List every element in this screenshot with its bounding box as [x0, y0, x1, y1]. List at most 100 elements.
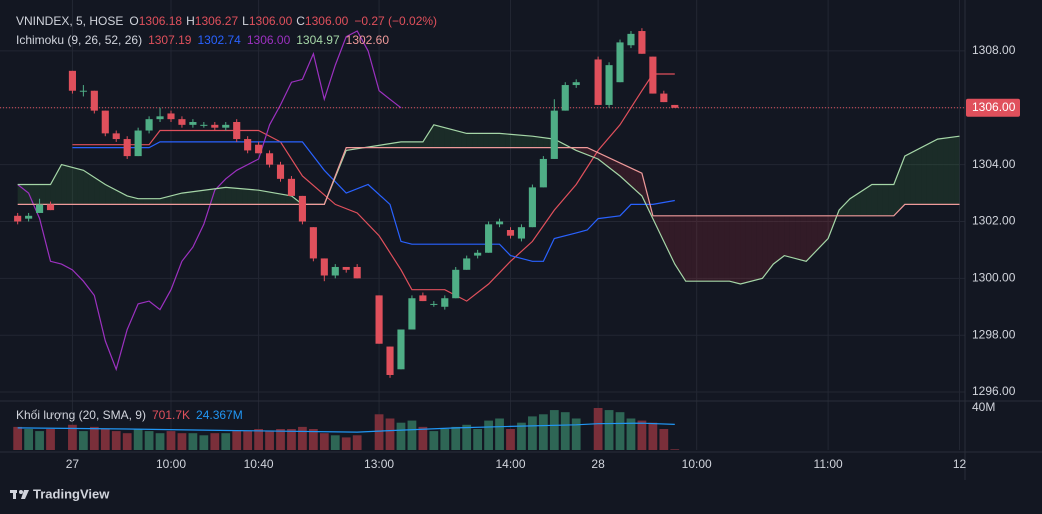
cloud-fill — [422, 133, 429, 148]
cloud-fill — [740, 215, 746, 285]
cloud-fill — [636, 170, 642, 196]
cloud-fill — [926, 141, 933, 205]
volume-bar — [13, 426, 23, 450]
volume-bar — [78, 431, 88, 450]
indicator-line — [72, 141, 675, 262]
symbol-legend: VNINDEX, 5, HOSE O1306.18 H1306.27 L1306.00… — [16, 14, 437, 28]
cloud-fill — [428, 124, 434, 148]
candle-body — [441, 298, 449, 307]
indicator-legend: Ichimoku (9, 26, 52, 26) 1307.19 1302.74 13… — [16, 33, 389, 47]
cloud-fill — [691, 215, 697, 282]
volume-bar — [659, 428, 669, 450]
cloud-fill — [154, 198, 161, 205]
candle-body — [485, 224, 493, 253]
candle-body — [638, 31, 646, 54]
cloud-fill — [28, 184, 35, 205]
cloud-fill — [488, 133, 495, 148]
x-tick-label: 10:00 — [156, 457, 186, 471]
candle-body — [46, 204, 55, 211]
cloud-fill — [937, 138, 944, 205]
cloud-fill — [88, 173, 95, 205]
volume-bar — [451, 426, 461, 450]
candle-body — [528, 187, 536, 228]
branding: TradingView — [33, 486, 110, 501]
cloud-fill — [149, 198, 155, 205]
cloud-fill — [800, 215, 807, 262]
cloud-fill — [630, 168, 637, 191]
cloud-fill — [116, 190, 122, 205]
volume-bar — [506, 428, 515, 450]
logo-slash — [21, 490, 29, 499]
cloud-fill — [110, 187, 117, 205]
cloud-fill — [198, 190, 204, 205]
candle-body — [178, 119, 186, 125]
volume-bar — [177, 433, 187, 450]
candle-body — [222, 124, 230, 128]
volume-legend: Khối lượng (20, SMA, 9) 701.7K 24.367M — [16, 408, 243, 422]
ohlc-label: L — [242, 14, 249, 28]
cloud-fill — [888, 184, 894, 216]
cloud-fill — [17, 184, 24, 205]
candle-body — [474, 252, 482, 256]
candle-body — [309, 227, 317, 259]
cloud-fill — [910, 150, 916, 205]
candle-body — [331, 266, 339, 276]
volume-bar — [166, 431, 176, 450]
cloud-fill — [745, 215, 752, 283]
volume-bar — [243, 431, 253, 450]
candle-body — [134, 130, 142, 157]
volume-bar — [549, 410, 559, 450]
cloud-fill — [247, 189, 254, 205]
candle-body — [506, 230, 515, 236]
candle-body — [123, 139, 131, 157]
cloud-fill — [55, 164, 62, 205]
cloud-fill — [165, 195, 171, 205]
volume-bar — [528, 416, 537, 450]
symbol: VNINDEX, 5, HOSE — [16, 14, 123, 28]
candle-body — [671, 104, 679, 108]
candle-body — [156, 116, 164, 120]
volume-bar — [35, 431, 44, 450]
ohlc-value: 1306.00 — [305, 14, 349, 28]
candle-body — [660, 93, 668, 103]
cloud-fill — [160, 197, 166, 205]
cloud-fill — [899, 156, 905, 211]
cloud-fill — [789, 215, 796, 259]
x-tick-label: 14:00 — [495, 457, 525, 471]
candle-body — [36, 204, 44, 213]
volume-bar — [396, 422, 406, 450]
cloud-fill — [406, 141, 412, 148]
cloud-fill — [231, 187, 237, 205]
axes: 1296.00 1298.00 1300.00 1302.00 1304.00 1306.… — [0, 0, 1042, 480]
cloud-fill — [718, 215, 725, 282]
candle-body — [539, 158, 547, 188]
cloud-fill — [603, 155, 610, 168]
cloud-fill — [121, 193, 128, 205]
volume-bar — [352, 435, 362, 450]
indicator-line — [17, 147, 960, 217]
candle-body — [276, 164, 285, 179]
candles — [14, 28, 679, 378]
ohlc-label: C — [296, 14, 305, 28]
cloud-fill — [214, 188, 221, 205]
cloud-fill — [828, 215, 834, 239]
cloud-fill — [735, 215, 741, 285]
volume-bar — [232, 431, 242, 450]
cloud-fill — [871, 184, 878, 216]
cloud-fill — [170, 194, 177, 205]
logo-dot — [19, 490, 23, 494]
last-price-label: 1306.00 — [972, 100, 1016, 114]
ohlc-label: H — [186, 14, 195, 28]
cloud-fill — [127, 195, 133, 205]
cloud-fill — [954, 136, 960, 205]
y-tick-label: 1302.00 — [972, 214, 1016, 228]
cloud-fill — [510, 134, 516, 148]
candle-body — [616, 42, 624, 83]
candle-body — [430, 303, 438, 305]
cloud-fill — [291, 195, 297, 205]
volume-bar — [122, 433, 132, 450]
cloud-fill — [187, 191, 193, 205]
volume-bar — [188, 433, 198, 450]
ohlc-value: 1306.00 — [249, 14, 293, 28]
